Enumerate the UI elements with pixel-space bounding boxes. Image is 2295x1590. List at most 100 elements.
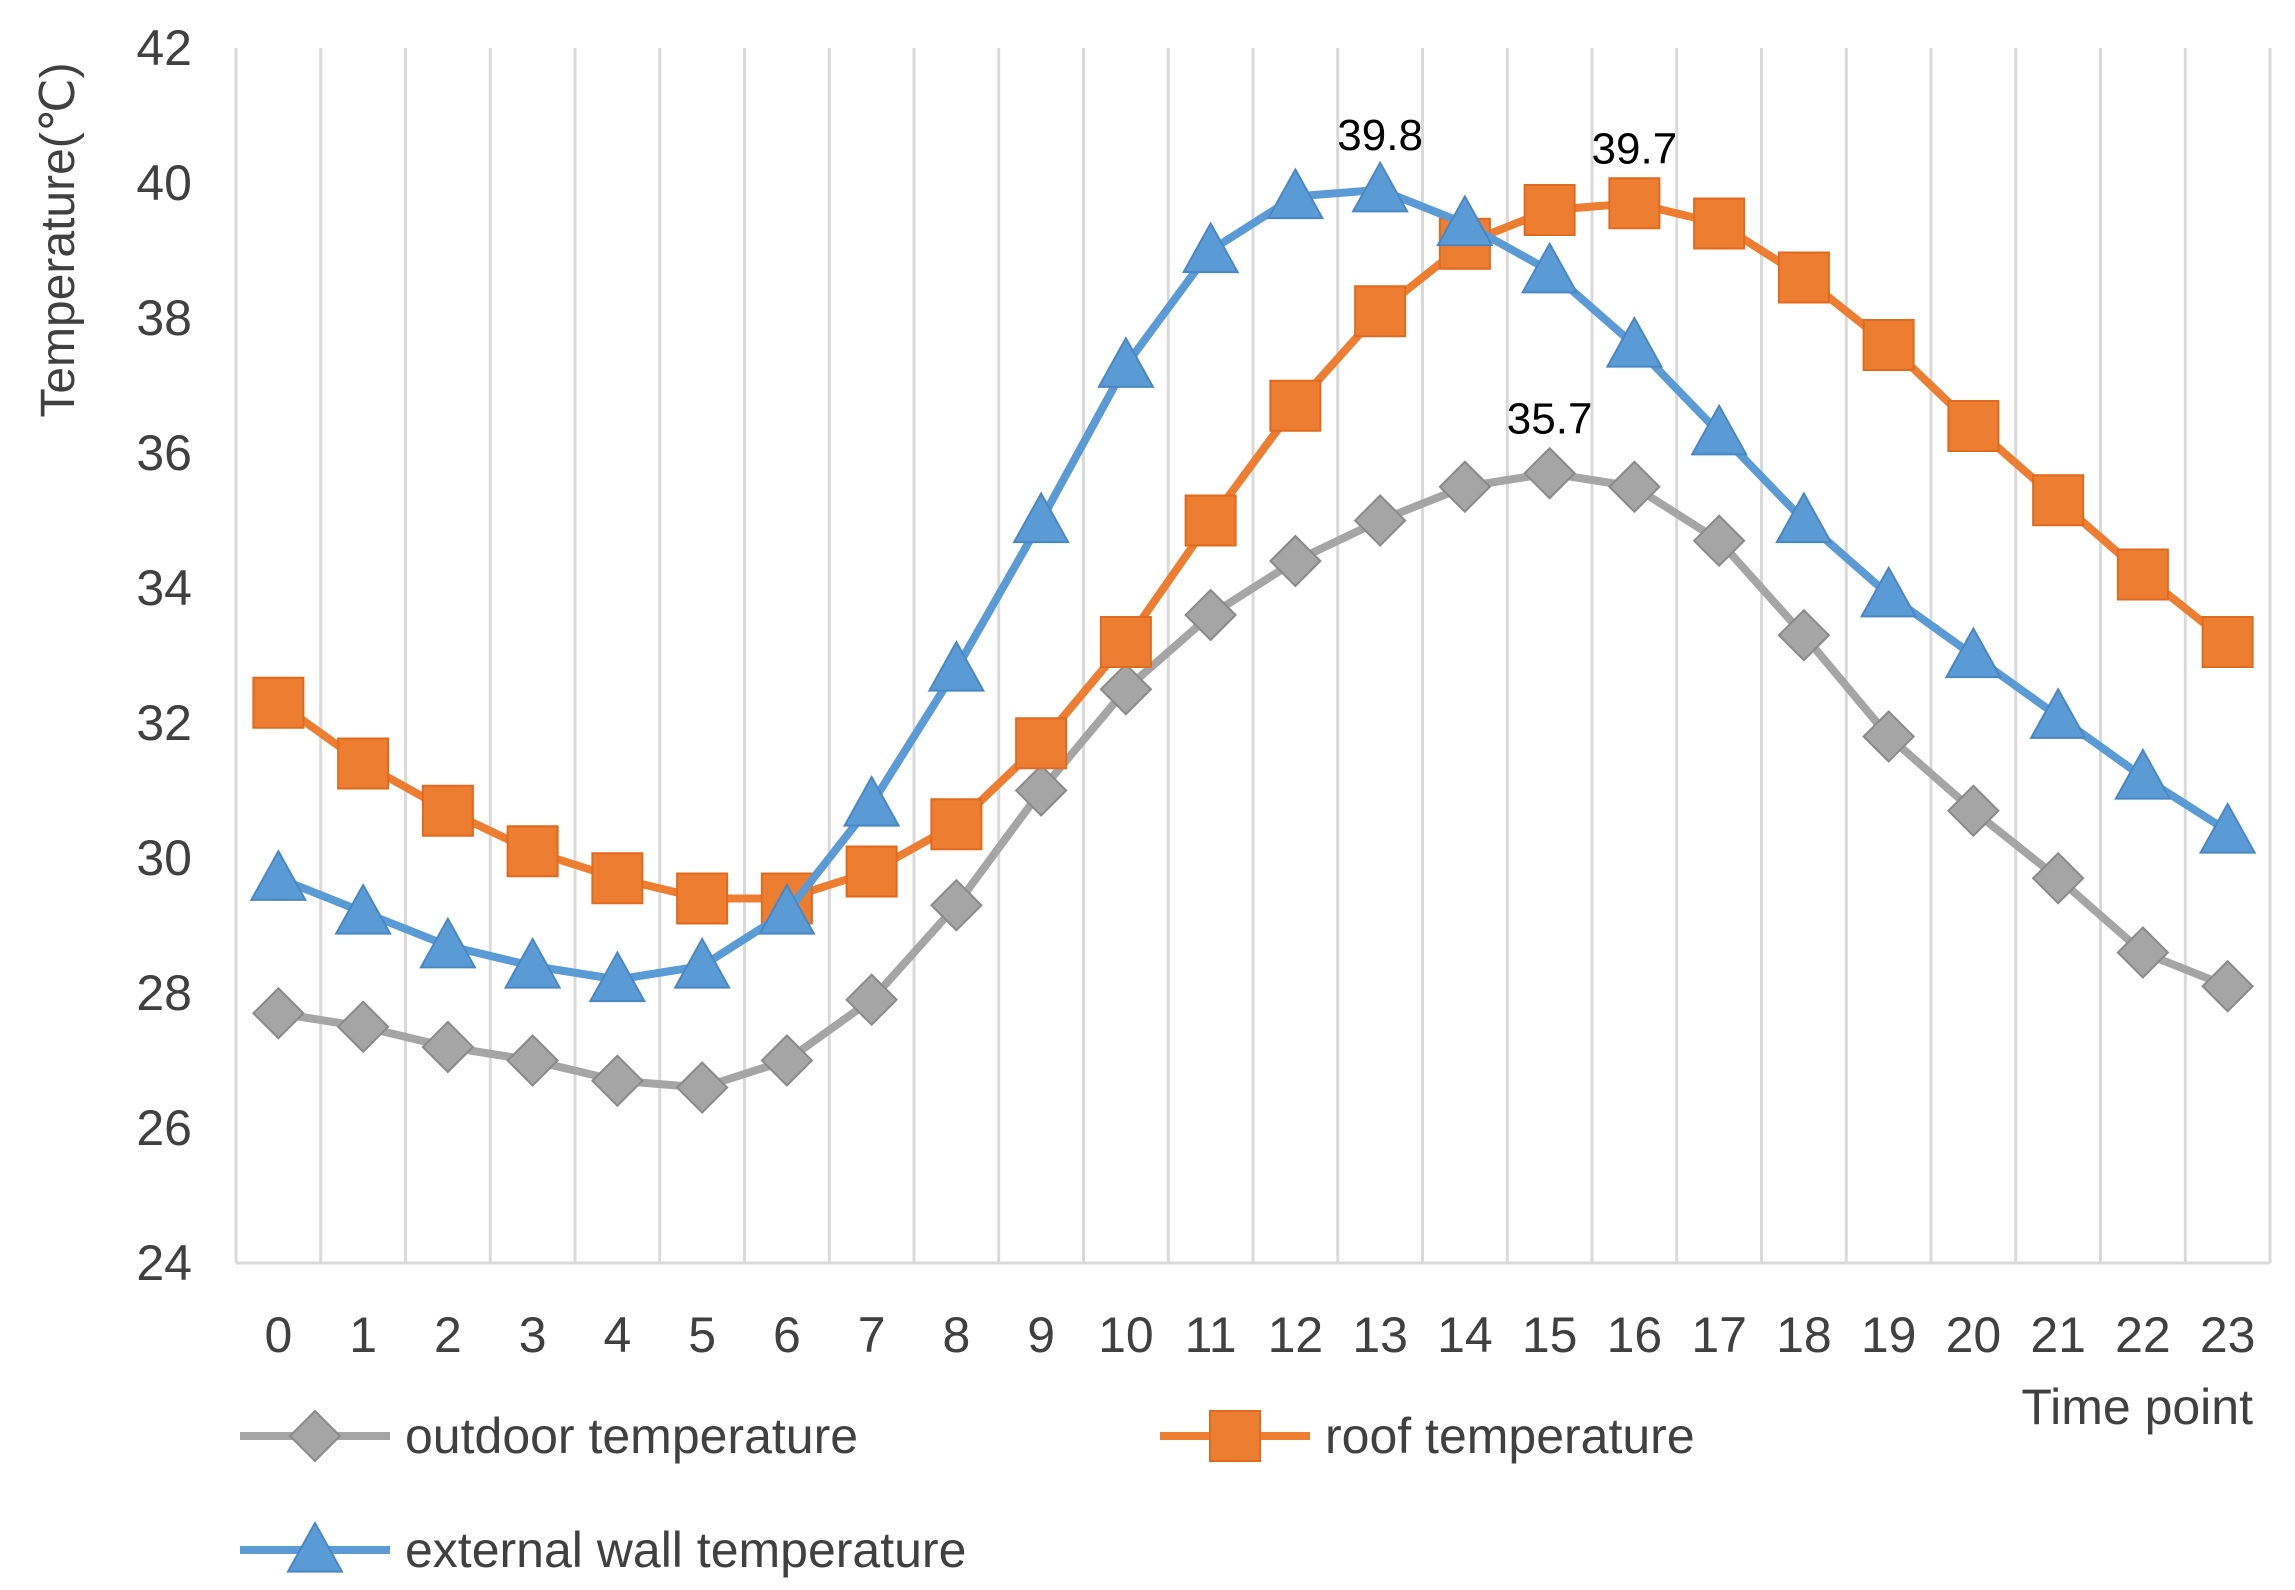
data-point-square: [1184, 494, 1237, 547]
x-tick-label: 0: [264, 1307, 292, 1363]
x-tick-label: 23: [2200, 1307, 2256, 1363]
x-tick-label: 5: [688, 1307, 716, 1363]
data-point-diamond: [1692, 514, 1746, 568]
data-point-diamond: [336, 1000, 390, 1054]
legend-label: outdoor temperature: [405, 1408, 858, 1464]
data-point-diamond: [1268, 534, 1322, 588]
data-point-triangle: [1520, 241, 1579, 294]
data-point-triangle: [842, 774, 901, 827]
data-point-triangle: [1012, 491, 1070, 544]
data-point-triangle: [1266, 167, 1325, 220]
data-point-square: [591, 852, 644, 905]
y-tick-label: 24: [136, 1235, 192, 1291]
data-point-diamond: [675, 1061, 729, 1114]
data-point-square: [252, 676, 305, 729]
data-point-triangle: [1859, 565, 1918, 618]
data-point-triangle: [1690, 403, 1748, 456]
x-axis-title: Time point: [2021, 1379, 2253, 1435]
y-tick-label: 26: [136, 1100, 192, 1156]
data-point-triangle: [1181, 221, 1240, 274]
legend-marker-diamond: [288, 1409, 342, 1463]
data-point-square: [1693, 197, 1746, 250]
data-point-triangle: [1351, 160, 1409, 213]
data-point-diamond: [1862, 710, 1916, 763]
x-tick-label: 12: [1268, 1307, 1324, 1363]
data-point-square: [1354, 285, 1407, 338]
data-point-square: [1015, 717, 1068, 770]
y-axis-title: Temperature(℃): [32, 62, 85, 417]
data-point-triangle: [1944, 626, 2003, 679]
data-point-diamond: [251, 986, 305, 1040]
data-point-diamond: [845, 973, 899, 1027]
data-point-triangle: [2114, 747, 2172, 800]
x-tick-label: 10: [1098, 1307, 1154, 1363]
x-tick-label: 2: [434, 1307, 462, 1363]
data-point-square: [1099, 616, 1152, 668]
x-tick-label: 9: [1027, 1307, 1055, 1363]
y-tick-label: 36: [136, 425, 192, 481]
data-point-triangle: [334, 882, 392, 935]
x-tick-label: 11: [1185, 1307, 1237, 1363]
data-point-diamond: [1523, 446, 1577, 500]
data-point-diamond: [1777, 608, 1831, 662]
data-point-diamond: [2116, 926, 2170, 979]
data-point-diamond: [506, 1034, 560, 1087]
data-point-diamond: [421, 1020, 475, 1074]
data-point-diamond: [1607, 460, 1661, 514]
y-tick-label: 38: [136, 290, 192, 346]
x-tick-label: 8: [942, 1307, 970, 1363]
data-point-triangle: [1605, 315, 1664, 368]
data-point-square: [421, 784, 474, 837]
data-point-diamond: [929, 878, 983, 932]
legend-label: roof temperature: [1325, 1408, 1695, 1464]
data-point-square: [1523, 184, 1576, 236]
data-point-square: [2116, 548, 2169, 601]
x-tick-label: 18: [1776, 1307, 1832, 1363]
data-point-triangle: [927, 639, 986, 692]
y-tick-label: 34: [136, 560, 192, 616]
data-point-square: [1862, 319, 1915, 371]
data-point-triangle: [419, 916, 477, 969]
data-point-square: [337, 737, 390, 790]
data-point-square: [676, 872, 729, 925]
data-point-triangle: [1436, 194, 1494, 247]
data-point-triangle: [2198, 801, 2257, 854]
data-point-triangle: [503, 936, 562, 989]
data-point-diamond: [1353, 494, 1407, 547]
data-point-diamond: [590, 1054, 644, 1108]
x-tick-label: 6: [773, 1307, 801, 1363]
data-point-diamond: [1438, 460, 1492, 514]
data-label: 39.7: [1592, 124, 1678, 173]
y-tick-label: 40: [136, 155, 192, 211]
data-point-square: [1608, 177, 1661, 230]
x-tick-label: 14: [1437, 1307, 1493, 1363]
x-tick-label: 17: [1691, 1307, 1747, 1363]
data-point-triangle: [588, 950, 647, 1003]
y-tick-label: 30: [136, 830, 192, 886]
data-point-triangle: [1775, 491, 1833, 544]
data-point-triangle: [1097, 336, 1155, 388]
data-point-diamond: [1184, 588, 1238, 642]
x-tick-label: 22: [2115, 1307, 2171, 1363]
data-point-diamond: [2031, 851, 2085, 905]
data-point-diamond: [1014, 764, 1068, 817]
x-tick-label: 4: [603, 1307, 631, 1363]
data-point-square: [2201, 616, 2254, 668]
x-tick-label: 21: [2030, 1307, 2086, 1363]
data-point-diamond: [1946, 784, 2000, 838]
x-tick-label: 13: [1352, 1307, 1408, 1363]
legend-marker-triangle: [286, 1520, 344, 1573]
data-point-diamond: [2201, 959, 2255, 1013]
data-point-triangle: [758, 882, 816, 935]
x-tick-label: 3: [519, 1307, 547, 1363]
x-tick-label: 15: [1522, 1307, 1578, 1363]
data-point-square: [930, 798, 983, 851]
y-tick-label: 28: [136, 965, 192, 1021]
data-point-square: [506, 825, 559, 878]
legend-label: external wall temperature: [405, 1522, 966, 1578]
data-label: 35.7: [1507, 394, 1593, 443]
x-tick-label: 7: [858, 1307, 886, 1363]
data-point-triangle: [2029, 687, 2087, 739]
x-tick-label: 1: [349, 1307, 377, 1363]
